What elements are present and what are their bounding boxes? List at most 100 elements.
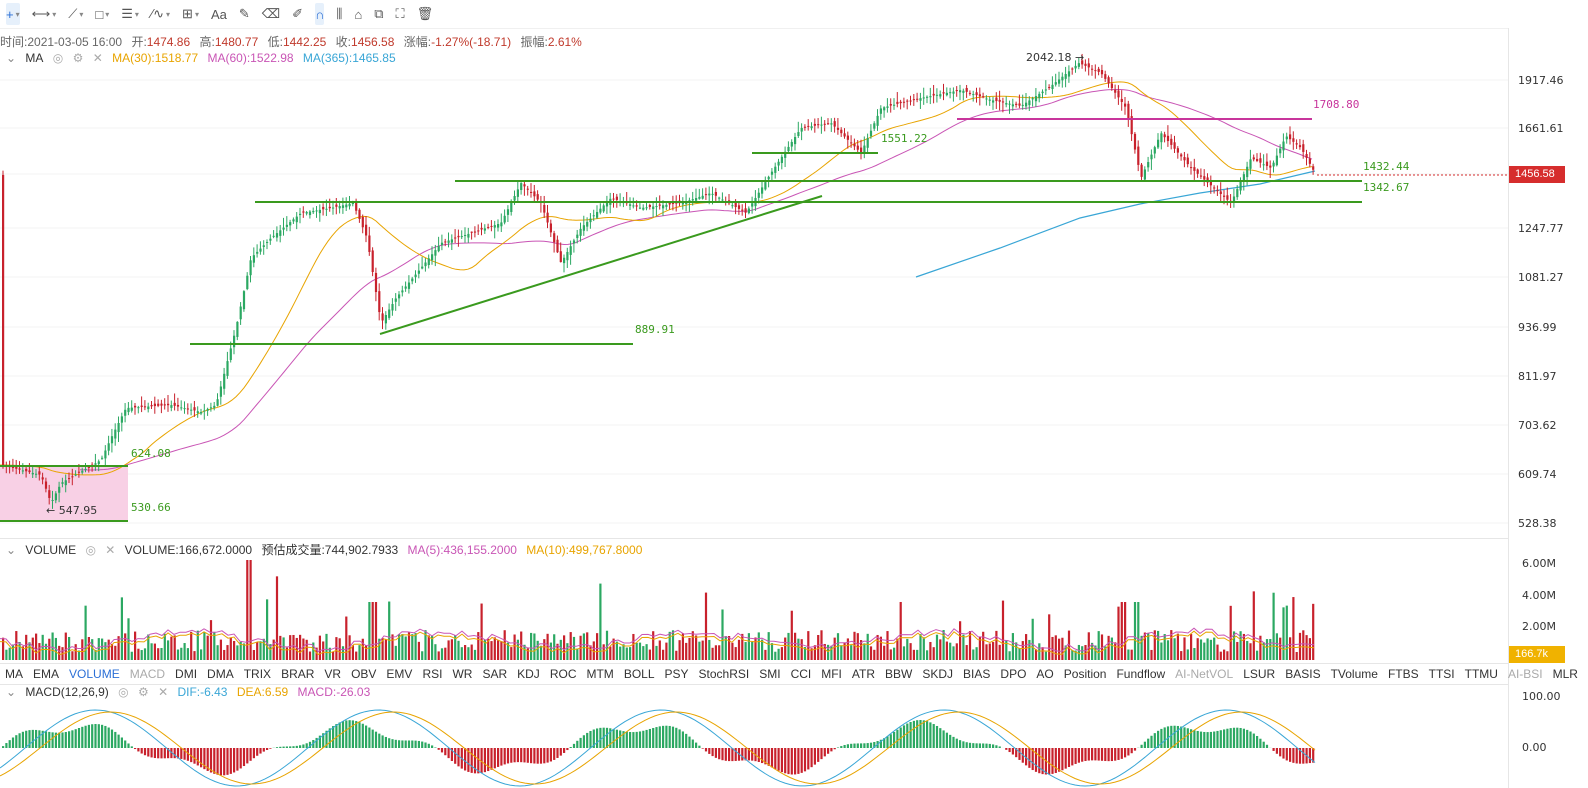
volume-bar [405, 636, 407, 660]
dropdown-caret-icon[interactable]: ▾ [105, 10, 109, 19]
indicator-tab-dma[interactable]: DMA [207, 667, 234, 681]
horizontal-line-tool[interactable]: ⟷▾ [32, 3, 57, 25]
candle [1098, 69, 1100, 72]
indicator-tab-ai-bsi[interactable]: AI-BSI [1508, 667, 1543, 681]
macd-histogram-bar [811, 748, 813, 767]
indicator-tab-boll[interactable]: BOLL [624, 667, 655, 681]
crosshair-tool[interactable]: +▾ [6, 3, 20, 25]
indicator-tab-cci[interactable]: CCI [791, 667, 812, 681]
indicator-tab-kdj[interactable]: KDJ [517, 667, 540, 681]
volume-bar [65, 633, 67, 660]
measure-tool[interactable]: ⊞▾ [182, 3, 199, 25]
trend-line-tool[interactable]: ⟋▾ [68, 3, 83, 25]
indicator-tab-fundflow[interactable]: Fundflow [1116, 667, 1165, 681]
volume-bar [999, 645, 1001, 660]
volume-chart[interactable] [0, 556, 1508, 660]
indicator-tab-obv[interactable]: OBV [351, 667, 376, 681]
fib-lines-tool[interactable]: ☰▾ [121, 3, 139, 25]
indicator-tab-ttmu[interactable]: TTMU [1465, 667, 1498, 681]
indicator-tab-roc[interactable]: ROC [550, 667, 577, 681]
indicator-tab-dmi[interactable]: DMI [175, 667, 197, 681]
candle [42, 477, 44, 479]
candle [811, 126, 813, 128]
trend-line[interactable] [380, 196, 822, 334]
indicator-tab-dpo[interactable]: DPO [1000, 667, 1026, 681]
candle [157, 404, 159, 406]
macd-chart[interactable] [0, 700, 1508, 787]
dropdown-caret-icon[interactable]: ▾ [166, 10, 170, 19]
close-icon[interactable]: ✕ [105, 543, 115, 557]
candle [352, 203, 354, 204]
indicator-tab-ttsi[interactable]: TTSI [1429, 667, 1455, 681]
indicator-tab-bbw[interactable]: BBW [885, 667, 912, 681]
volume-bar [688, 638, 690, 660]
indicator-tab-macd[interactable]: MACD [130, 667, 165, 681]
indicator-tab-brar[interactable]: BRAR [281, 667, 314, 681]
indicator-tab-atr[interactable]: ATR [852, 667, 875, 681]
brush-tool[interactable]: ✎ [239, 3, 250, 25]
indicator-tab-emv[interactable]: EMV [386, 667, 412, 681]
candle [923, 97, 925, 98]
indicator-tab-ema[interactable]: EMA [33, 667, 59, 681]
indicator-tab-ai-netvol[interactable]: AI-NetVOL [1175, 667, 1233, 681]
volume-bar [1022, 641, 1024, 660]
indicator-tab-stochrsi[interactable]: StochRSI [699, 667, 750, 681]
indicator-tab-ao[interactable]: AO [1036, 667, 1053, 681]
indicator-tab-mtm[interactable]: MTM [586, 667, 613, 681]
indicator-tab-wr[interactable]: WR [452, 667, 472, 681]
indicator-tab-tvolume[interactable]: TVolume [1331, 667, 1378, 681]
pencil-tool[interactable]: ✐ [292, 3, 303, 25]
text-tool[interactable]: Aa [211, 3, 227, 25]
candle [1091, 69, 1093, 70]
candle [1223, 196, 1225, 197]
dropdown-caret-icon[interactable]: ▾ [195, 10, 199, 19]
indicator-tab-position[interactable]: Position [1064, 667, 1107, 681]
indicator-tab-volume[interactable]: VOLUME [69, 667, 120, 681]
copy-tool[interactable]: ⧉ [374, 3, 383, 25]
candle [820, 125, 822, 126]
trash-tool[interactable]: 🗑 [417, 3, 434, 25]
candle [708, 194, 710, 196]
collapse-chevron-icon[interactable]: ⌄ [6, 685, 16, 699]
volume-bar [1061, 638, 1063, 660]
volume-bar [1157, 631, 1159, 660]
indicator-tab-basis[interactable]: BASIS [1285, 667, 1320, 681]
volume-bar [784, 638, 786, 660]
dropdown-caret-icon[interactable]: ▾ [135, 10, 139, 19]
magnet-tool[interactable]: ∩ [315, 3, 324, 25]
dropdown-caret-icon[interactable]: ▾ [79, 10, 83, 19]
bars-tool[interactable]: ⫼ [336, 3, 342, 25]
macd-histogram-bar [114, 732, 116, 748]
dropdown-caret-icon[interactable]: ▾ [52, 10, 56, 19]
eraser-tool[interactable]: ⌫ [262, 3, 280, 25]
indicator-tab-smi[interactable]: SMI [759, 667, 780, 681]
macd-histogram-bar [418, 741, 420, 748]
candle [226, 361, 228, 376]
macd-histogram-bar [728, 748, 730, 761]
collapse-chevron-icon[interactable]: ⌄ [6, 543, 16, 557]
rectangle-tool[interactable]: □▾ [95, 3, 109, 25]
indicator-tab-trix[interactable]: TRIX [244, 667, 271, 681]
indicator-tab-mlr[interactable]: MLR [1553, 667, 1578, 681]
indicator-tab-bias[interactable]: BIAS [963, 667, 990, 681]
indicator-tab-ftbs[interactable]: FTBS [1388, 667, 1419, 681]
indicator-tab-vr[interactable]: VR [324, 667, 341, 681]
candle [877, 116, 879, 126]
indicator-tab-mfi[interactable]: MFI [821, 667, 842, 681]
wave-tool[interactable]: ⁄∿▾ [151, 3, 170, 25]
indicator-tab-ma[interactable]: MA [5, 667, 23, 681]
indicator-tab-rsi[interactable]: RSI [422, 667, 442, 681]
eye-icon[interactable]: ◎ [118, 685, 128, 699]
indicator-tab-lsur[interactable]: LSUR [1243, 667, 1275, 681]
indicator-tab-sar[interactable]: SAR [482, 667, 507, 681]
indicator-tab-psy[interactable]: PSY [665, 667, 689, 681]
screenshot-tool[interactable]: ⛶ [396, 3, 405, 25]
macd-histogram-bar [352, 720, 354, 748]
dropdown-caret-icon[interactable]: ▾ [16, 10, 20, 19]
close-icon[interactable]: ✕ [158, 685, 168, 699]
settings-icon[interactable]: ⚙ [138, 685, 149, 699]
lock-tool[interactable]: ⌂ [354, 3, 362, 25]
indicator-tab-skdj[interactable]: SKDJ [922, 667, 953, 681]
eye-icon[interactable]: ◎ [85, 543, 95, 557]
candlestick-chart[interactable] [0, 28, 1508, 538]
